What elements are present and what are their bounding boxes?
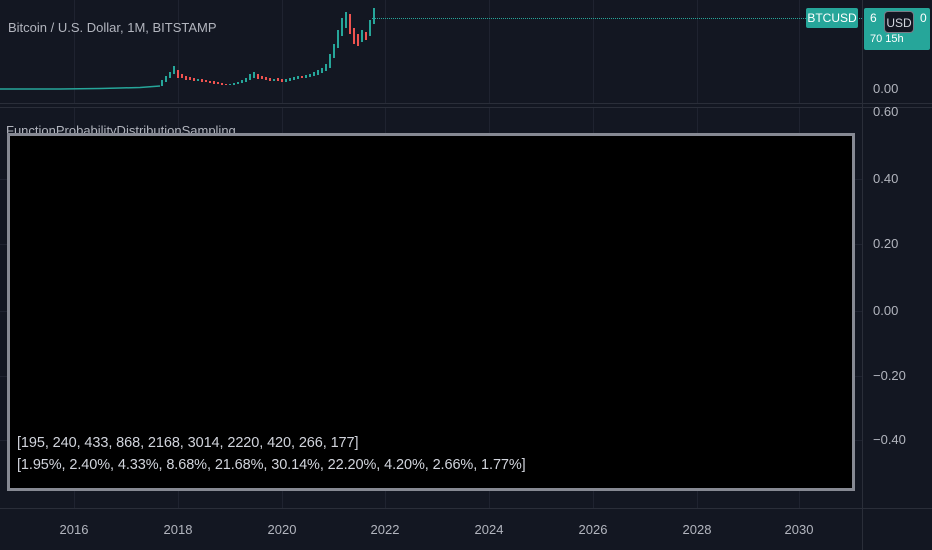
pane-separator[interactable]: [0, 103, 932, 108]
counts-output: [195, 240, 433, 868, 2168, 3014, 2220, 4…: [17, 435, 359, 451]
indicator-axis-tick: −0.20: [873, 368, 906, 383]
indicator-axis-tick: 0.40: [873, 171, 899, 186]
last-price-value-tail: 0: [920, 11, 927, 25]
time-axis-tick: 2016: [59, 522, 89, 537]
candles-2019-2020: [249, 54, 331, 82]
time-axis-tick: 2022: [370, 522, 400, 537]
price-axis-tick: 0.00: [873, 81, 899, 96]
last-price-line: [372, 18, 862, 19]
indicator-axis-tick: −0.40: [873, 432, 906, 447]
candles-2021: [333, 8, 375, 58]
time-axis-tick: 2028: [682, 522, 712, 537]
symbol-title[interactable]: Bitcoin / U.S. Dollar, 1M, BITSTAMP: [8, 20, 217, 35]
last-price-value: 6: [870, 11, 877, 25]
early-price-series: [0, 85, 161, 90]
time-axis-tick: 2024: [474, 522, 504, 537]
bar-countdown: 70 15h: [870, 33, 904, 45]
output-table: [195, 240, 433, 868, 2168, 3014, 2220, 4…: [7, 133, 855, 491]
time-axis[interactable]: 2016 2018 2020 2022 2024 2026 2028 2030: [0, 508, 862, 550]
symbol-badge: BTCUSD: [806, 8, 858, 28]
time-axis-tick: 2026: [578, 522, 608, 537]
time-axis-tick: 2018: [163, 522, 193, 537]
percentages-output: [1.95%, 2.40%, 4.33%, 8.68%, 21.68%, 30.…: [17, 457, 526, 473]
indicator-axis-tick: 0.60: [873, 104, 899, 119]
main-chart-pane[interactable]: Bitcoin / U.S. Dollar, 1M, BITSTAMP: [0, 0, 862, 103]
currency-button[interactable]: USD: [884, 11, 914, 33]
candles-2018: [161, 66, 247, 86]
time-axis-tick: 2030: [784, 522, 814, 537]
price-axis[interactable]: 0.00 0.60 0.40 0.20 0.00 −0.20 −0.40: [862, 0, 932, 508]
time-axis-tick: 2020: [267, 522, 297, 537]
price-candles: [0, 8, 375, 90]
indicator-axis-tick: 0.00: [873, 303, 899, 318]
indicator-axis-tick: 0.20: [873, 236, 899, 251]
axis-corner: [862, 508, 932, 550]
